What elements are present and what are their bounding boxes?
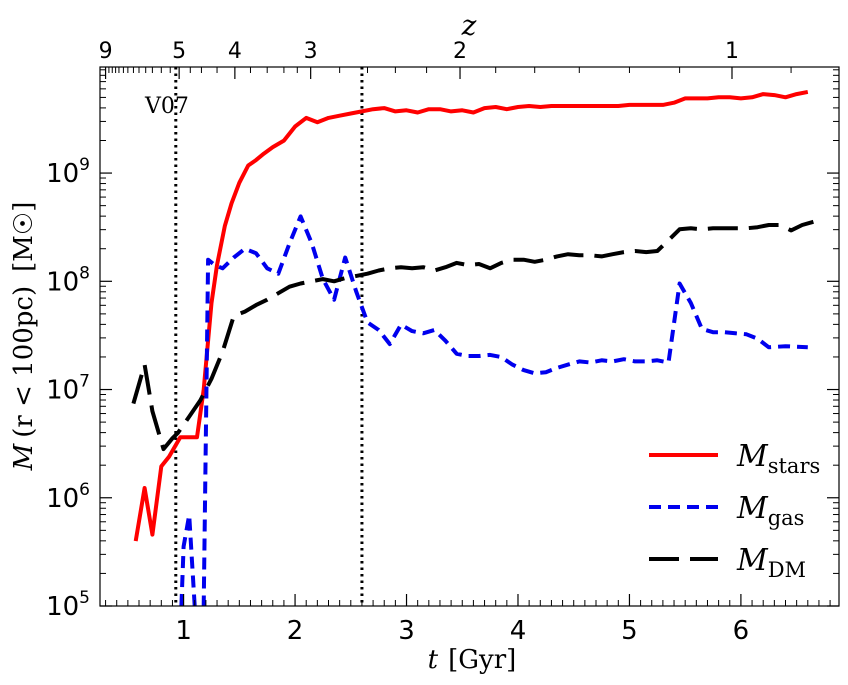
legend-label: MDM bbox=[736, 543, 806, 582]
legend-label: Mstars bbox=[736, 439, 820, 478]
y-tick-label: 107 bbox=[46, 372, 90, 406]
x-axis-label-var: t bbox=[428, 645, 439, 675]
x-tick-label: 1 bbox=[175, 616, 192, 646]
y-tick-exponent: 8 bbox=[79, 263, 90, 283]
x-tick-label: 2 bbox=[287, 616, 304, 646]
legend-subscript: gas bbox=[768, 506, 805, 530]
legend-symbol: M bbox=[736, 439, 769, 474]
legend-subscript: stars bbox=[768, 454, 821, 478]
series-group bbox=[131, 89, 814, 606]
series-line-gas bbox=[179, 214, 808, 606]
x-tick-label: 3 bbox=[398, 616, 415, 646]
y-tick-base: 10 bbox=[46, 484, 79, 514]
y-tick-label: 109 bbox=[46, 155, 90, 189]
reference-lines bbox=[174, 67, 364, 606]
x-axis-label-unit: [Gyr] bbox=[448, 645, 516, 675]
y-tick-label: 108 bbox=[46, 263, 90, 297]
y-axis-label-unit: [M☉] bbox=[9, 202, 39, 272]
annotation-v07: V07 bbox=[144, 94, 189, 119]
y-tick-base: 10 bbox=[46, 159, 79, 189]
legend-symbol: M bbox=[736, 543, 769, 578]
y-tick-exponent: 9 bbox=[79, 155, 90, 175]
svg-text:t[Gyr]: t [Gyr] bbox=[428, 645, 517, 675]
y-tick-base: 10 bbox=[46, 376, 79, 406]
y-tick-exponent: 6 bbox=[79, 480, 90, 500]
z-tick-label: 5 bbox=[172, 39, 186, 64]
z-tick-label: 3 bbox=[304, 39, 318, 64]
axis-ticks bbox=[100, 67, 839, 607]
x-axis-label: t [Gyr] bbox=[428, 645, 517, 675]
x-tick-label: 6 bbox=[733, 616, 750, 646]
y-tick-exponent: 5 bbox=[79, 588, 90, 608]
y-axis-label-range: (r < 100pc) bbox=[9, 286, 39, 438]
legend-subscript: DM bbox=[768, 558, 806, 582]
y-tick-base: 10 bbox=[46, 267, 79, 297]
legend-label: Mgas bbox=[736, 491, 804, 530]
z-tick-label: 4 bbox=[228, 39, 242, 64]
svg-text:M(r < 100pc)[M☉]: M (r < 100pc) [M☉] bbox=[9, 202, 39, 472]
z-tick-label: 9 bbox=[99, 39, 113, 64]
y-axis-label-var: M bbox=[9, 442, 39, 471]
z-tick-label: 1 bbox=[725, 39, 739, 64]
x-tick-label: 4 bbox=[510, 616, 527, 646]
z-tick-label: 2 bbox=[453, 39, 467, 64]
series-line-stars bbox=[133, 89, 809, 542]
legend-symbol: M bbox=[736, 491, 769, 526]
x-tick-label: 5 bbox=[621, 616, 638, 646]
plot-frame bbox=[99, 66, 840, 607]
y-axis-label: M (r < 100pc) [M☉] bbox=[9, 202, 39, 472]
y-tick-exponent: 7 bbox=[79, 372, 90, 392]
y-tick-base: 10 bbox=[46, 592, 79, 622]
top-axis-label: z bbox=[461, 9, 477, 42]
y-tick-label: 105 bbox=[46, 588, 90, 622]
y-tick-label: 106 bbox=[46, 480, 90, 514]
